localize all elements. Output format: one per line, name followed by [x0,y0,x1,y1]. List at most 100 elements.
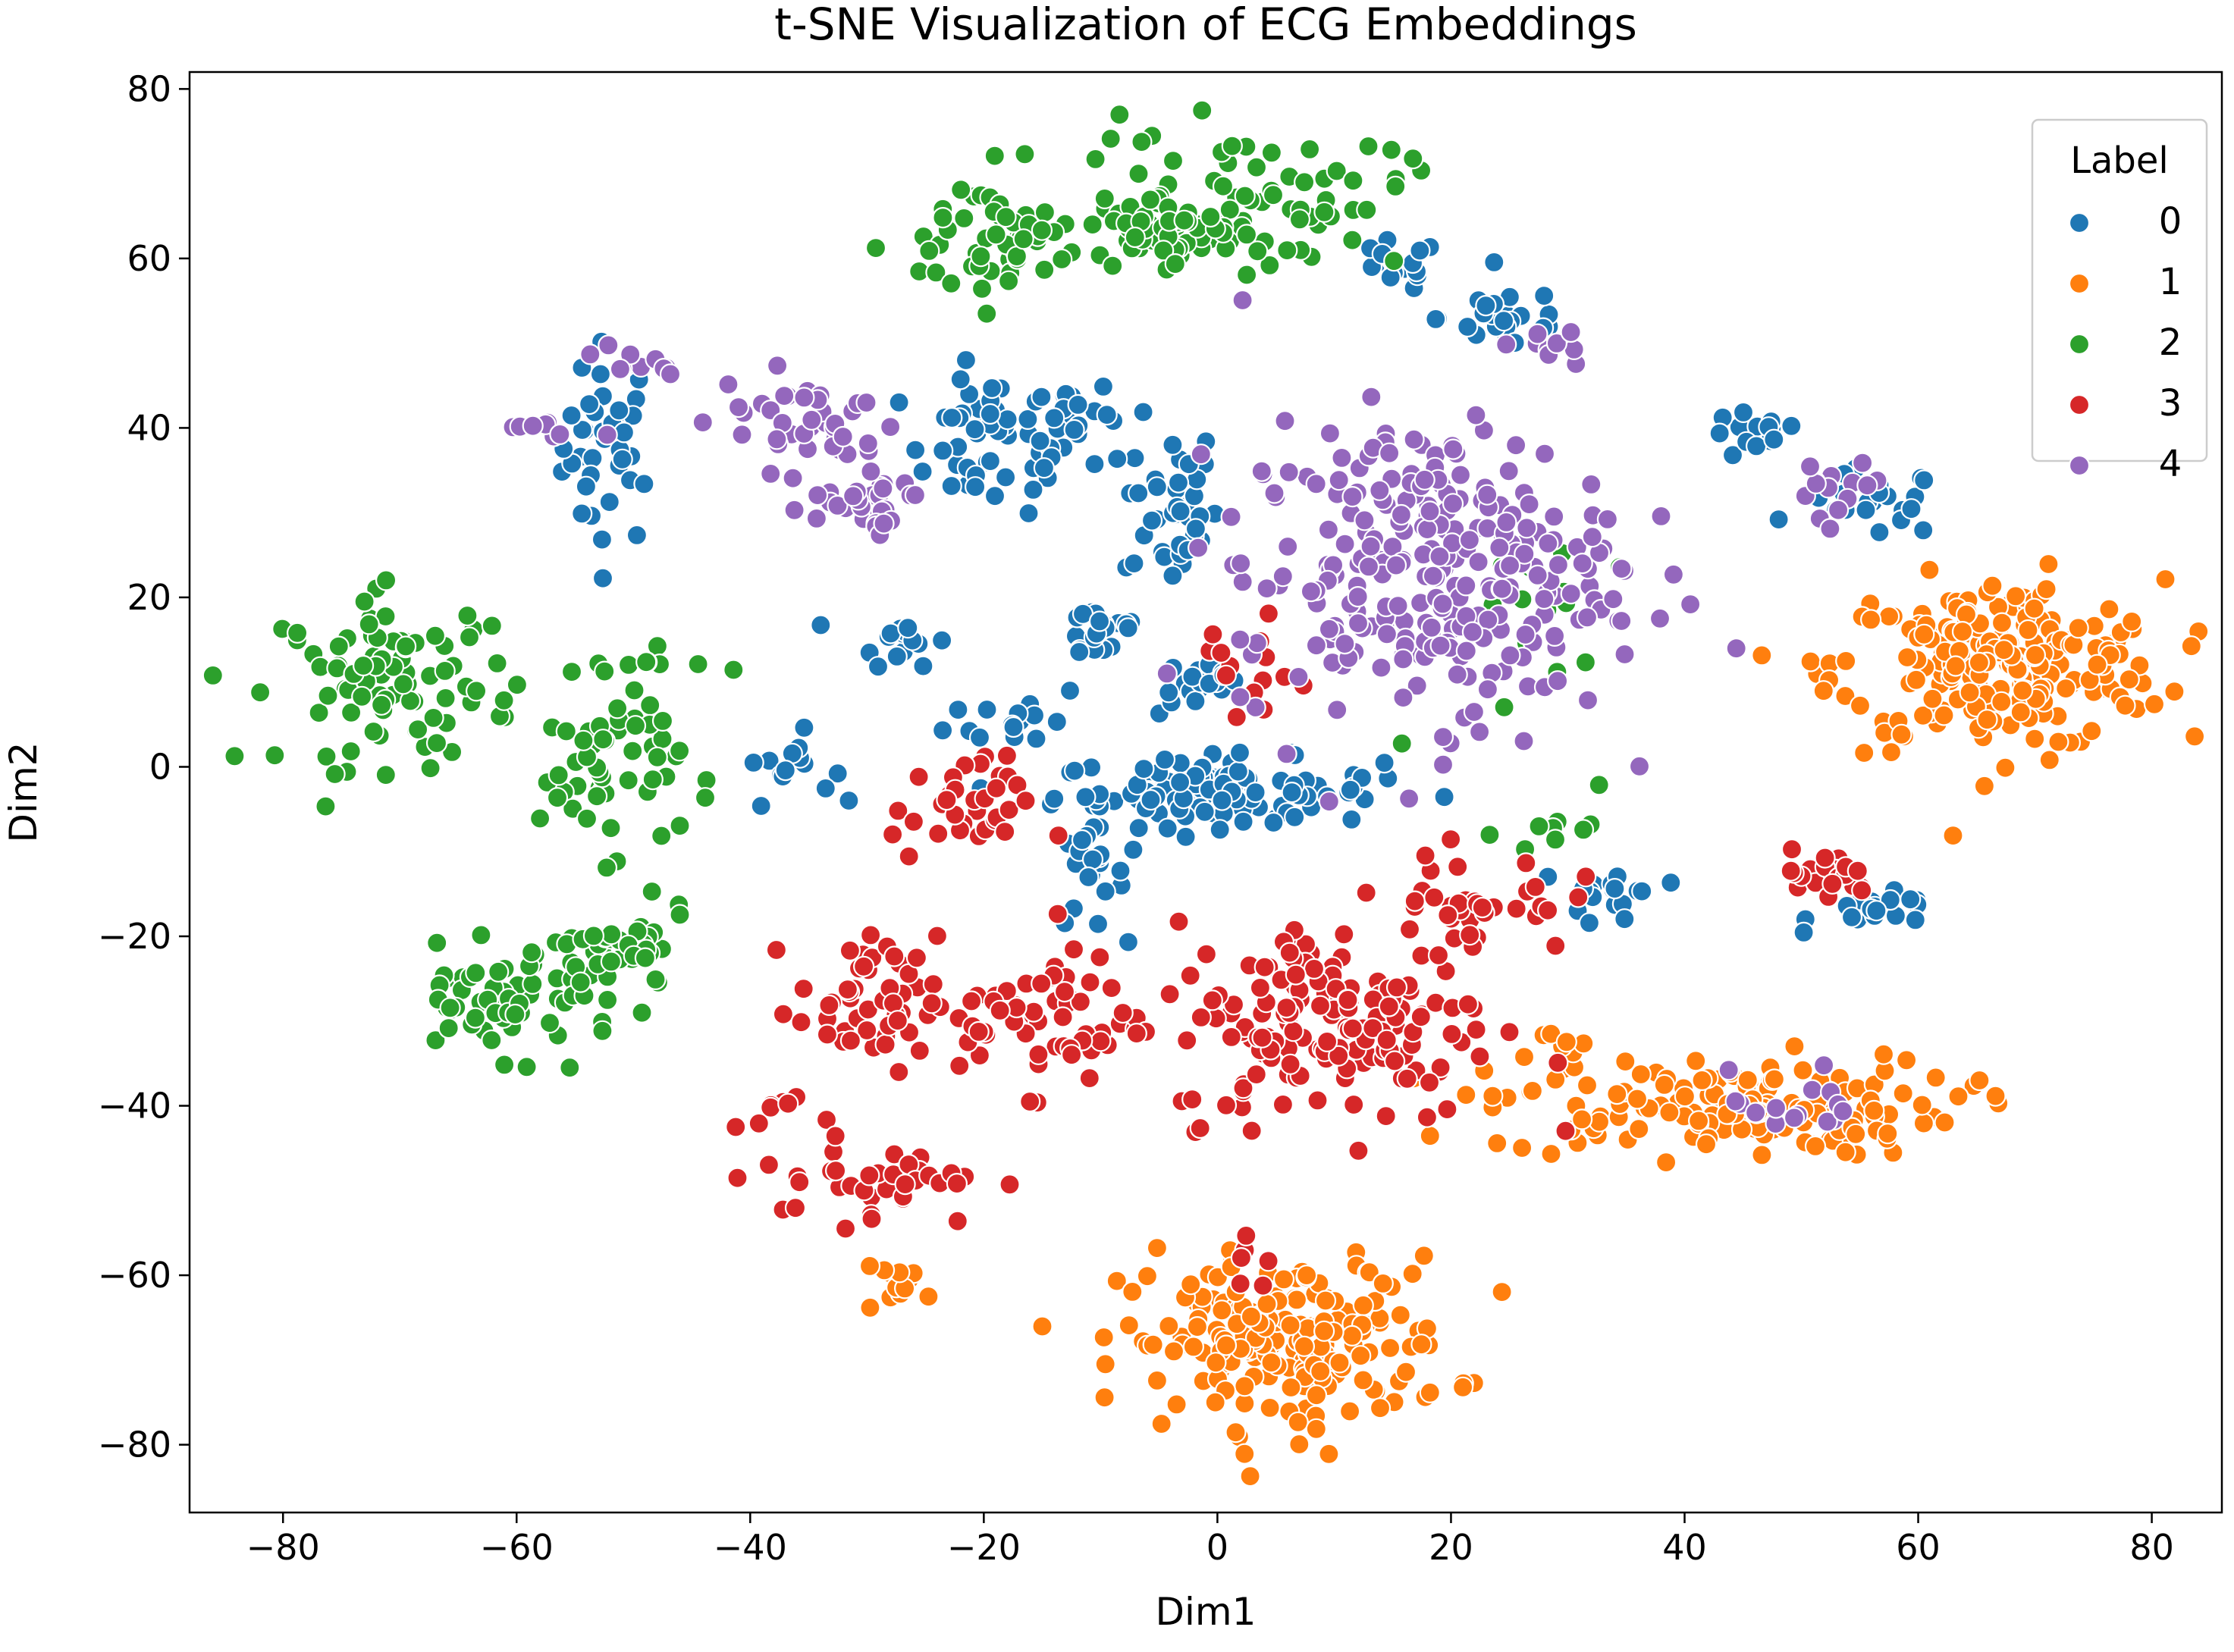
scatter-point-label-3 [1376,1029,1398,1051]
scatter-point-label-3 [886,1010,908,1032]
scatter-point-label-3 [1168,911,1190,933]
scatter-point-label-1 [1280,1376,1302,1399]
scatter-point-label-1 [2012,679,2034,701]
scatter-point-label-0 [981,377,1003,400]
scatter-point-label-0 [633,473,655,495]
scatter-point-label-2 [1124,226,1146,249]
scatter-point-label-4 [1801,1079,1823,1101]
scatter-point-label-4 [1376,623,1398,645]
scatter-point-label-3 [946,1172,968,1195]
scatter-point-label-3 [861,1208,883,1230]
scatter-point-label-2 [695,769,717,792]
scatter-point-label-3 [908,1039,930,1062]
scatter-point-label-3 [908,766,930,788]
scatter-point-label-3 [1279,942,1301,964]
scatter-point-label-4 [1416,518,1439,541]
scatter-point-label-3 [1202,623,1224,645]
scatter-point-label-3 [758,1154,780,1176]
scatter-point-label-2 [315,745,337,768]
scatter-point-label-4 [579,343,601,365]
scatter-point-label-2 [600,951,623,973]
scatter-point-label-4 [1432,754,1454,776]
scatter-point-label-0 [1175,826,1197,848]
scatter-point-label-1 [2163,681,2185,703]
scatter-point-label-3 [888,1061,910,1083]
scatter-point-label-4 [1463,701,1486,723]
scatter-point-label-0 [976,698,998,721]
scatter-point-label-1 [1890,723,1912,745]
scatter-point-label-1 [2038,749,2060,771]
scatter-point-label-4 [1449,464,1472,486]
scatter-point-label-2 [394,635,417,657]
scatter-point-label-2 [617,770,639,792]
scatter-point-label-2 [1051,248,1073,271]
scatter-point-label-1 [1540,1143,1562,1165]
scatter-point-label-1 [1959,682,1981,704]
scatter-point-label-4 [659,363,682,385]
scatter-point-label-1 [1513,1045,1536,1068]
scatter-point-label-2 [864,237,887,259]
scatter-point-label-1 [1994,757,2016,779]
y-tick-label: 60 [127,238,171,279]
scatter-point-label-1 [1695,1133,1718,1155]
scatter-point-label-4 [1498,460,1520,482]
scatter-point-label-1 [2023,597,2045,619]
scatter-point-label-1 [1352,1294,1374,1316]
scatter-point-label-4 [1718,1059,1740,1081]
scatter-point-label-2 [1298,138,1321,160]
scatter-point-label-2 [1034,201,1056,224]
scatter-point-label-4 [1220,506,1242,528]
scatter-point-label-1 [1451,1376,1474,1398]
scatter-point-label-1 [1146,1369,1169,1392]
scatter-point-label-3 [968,1044,991,1067]
scatter-point-label-0 [1128,817,1150,839]
legend-label-1: 1 [2159,261,2182,303]
y-tick-label: 20 [127,577,171,618]
scatter-point-label-0 [1793,921,1815,944]
scatter-point-label-0 [1475,295,1497,317]
scatter-point-label-3 [1275,996,1297,1019]
scatter-point-label-0 [1425,308,1447,330]
scatter-point-label-1 [2098,598,2120,620]
scatter-point-label-1 [1922,688,1944,710]
legend-marker-4 [2068,454,2091,477]
scatter-point-label-0 [1184,518,1207,540]
scatter-point-label-1 [2024,644,2046,666]
scatter-point-label-1 [1976,709,1998,731]
legend-label-4: 4 [2159,443,2182,485]
scatter-point-label-2 [1259,254,1281,276]
scatter-point-label-2 [458,626,481,648]
scatter-point-label-0 [1132,401,1154,423]
scatter-point-label-4 [1432,593,1454,615]
scatter-point-label-1 [1655,1151,1677,1174]
scatter-point-label-1 [1614,1050,1636,1073]
scatter-point-label-2 [546,787,569,809]
scatter-point-label-4 [1442,493,1464,515]
scatter-point-label-3 [883,945,905,967]
scatter-point-label-4 [801,409,823,431]
scatter-point-label-2 [582,925,605,947]
scatter-point-label-2 [351,685,373,707]
scatter-point-label-4 [1272,566,1294,588]
scatter-point-label-0 [750,795,772,817]
scatter-point-label-4 [1347,612,1370,635]
x-tick-label: −20 [947,1527,1021,1568]
scatter-point-label-2 [669,904,691,926]
scatter-point-label-2 [504,1003,526,1026]
scatter-point-label-3 [1159,983,1181,1005]
scatter-point-label-3 [1348,1139,1370,1161]
scatter-point-label-3 [760,1096,782,1118]
scatter-point-label-0 [1868,521,1890,544]
scatter-point-label-2 [264,744,286,766]
legend-label-2: 2 [2159,321,2182,364]
scatter-point-label-3 [1047,824,1069,847]
scatter-point-label-0 [1913,469,1935,491]
scatter-point-label-1 [1628,1118,1650,1140]
scatter-point-label-1 [1658,1102,1680,1124]
scatter-point-label-2 [308,701,330,724]
scatter-point-label-1 [1799,650,1821,672]
y-axis: −80 −60 −40 −20 0 20 40 60 80 [98,68,190,1465]
scatter-point-label-1 [1272,1268,1295,1290]
scatter-point-label-2 [1164,253,1186,275]
scatter-point-label-2 [646,746,668,768]
